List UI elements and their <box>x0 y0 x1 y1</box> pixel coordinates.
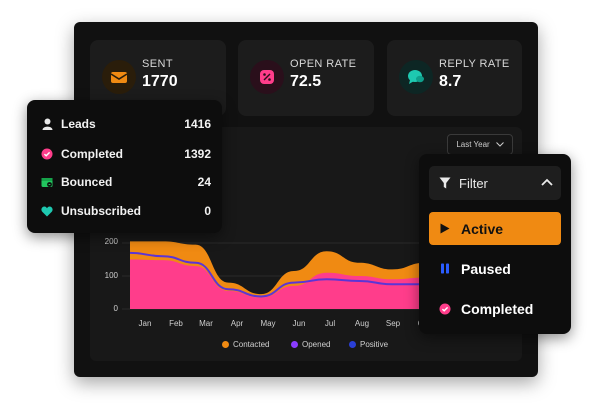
check-circle-icon <box>439 303 451 315</box>
check-circle-icon <box>41 148 53 160</box>
summary-popup: Leads 1416 Completed 1392 Bounced 24 Uns… <box>27 100 222 233</box>
legend-dot <box>291 341 298 348</box>
legend-dot <box>349 341 356 348</box>
summary-label: Completed <box>61 147 124 161</box>
summary-value: 1416 <box>184 117 211 131</box>
x-tick-label: Aug <box>354 319 370 328</box>
filter-option-completed[interactable]: Completed <box>429 292 561 325</box>
stat-card-reply-rate: REPLY RATE 8.7 <box>387 40 522 116</box>
legend-label: Opened <box>302 340 331 349</box>
summary-row-unsubscribed: Unsubscribed 0 <box>41 201 211 221</box>
summary-value: 24 <box>197 175 211 189</box>
x-tick-label: Jun <box>292 319 306 328</box>
stat-card-open-rate: OPEN RATE 72.5 <box>238 40 374 116</box>
heart-icon <box>41 205 53 217</box>
y-tick-label: 0 <box>113 304 118 313</box>
stat-label: REPLY RATE <box>439 58 510 70</box>
bounced-icon <box>41 176 53 188</box>
x-tick-label: Jul <box>324 319 336 328</box>
summary-row-completed: Completed 1392 <box>41 144 211 164</box>
summary-label: Bounced <box>61 175 113 189</box>
x-tick-label: Mar <box>199 319 213 328</box>
chat-bubble-icon <box>399 60 433 94</box>
filter-option-active[interactable]: Active <box>429 212 561 245</box>
line-series-positive <box>129 251 425 298</box>
envelope-icon <box>102 60 136 94</box>
legend-item-opened: Opened <box>291 340 330 349</box>
x-tick-label: Feb <box>169 319 183 328</box>
user-icon <box>41 118 53 130</box>
chevron-down-icon <box>495 142 504 147</box>
legend-item-positive: Positive <box>349 340 388 349</box>
stat-value: 1770 <box>142 73 178 90</box>
summary-row-leads: Leads 1416 <box>41 114 211 134</box>
legend-dot <box>222 341 229 348</box>
legend-label: Contacted <box>233 340 270 349</box>
filter-icon <box>439 177 451 189</box>
stat-label: OPEN RATE <box>290 58 357 70</box>
y-tick-label: 200 <box>104 237 118 246</box>
filter-option-paused[interactable]: Paused <box>429 252 561 285</box>
stat-label: SENT <box>142 58 173 70</box>
percent-icon <box>250 60 284 94</box>
x-tick-label: Apr <box>230 319 244 328</box>
filter-title: Filter <box>459 175 488 191</box>
x-tick-label: Jan <box>138 319 152 328</box>
play-icon <box>439 223 451 235</box>
stat-value: 72.5 <box>290 73 322 90</box>
filter-option-label: Paused <box>461 260 511 277</box>
legend-label: Positive <box>360 340 389 349</box>
pause-icon <box>439 263 451 275</box>
x-tick-label: Sep <box>385 319 401 328</box>
x-tick-label: May <box>260 319 276 328</box>
legend-item-contacted: Contacted <box>222 340 269 349</box>
summary-label: Leads <box>61 117 96 131</box>
summary-row-bounced: Bounced 24 <box>41 172 211 192</box>
summary-value: 0 <box>204 204 211 218</box>
filter-toggle[interactable]: Filter <box>429 166 561 200</box>
chevron-up-icon <box>541 178 553 186</box>
summary-value: 1392 <box>184 147 211 161</box>
y-tick-label: 100 <box>104 271 118 280</box>
stat-value: 8.7 <box>439 73 462 90</box>
summary-label: Unsubscribed <box>61 204 142 218</box>
period-select-value: Last Year <box>456 140 490 149</box>
filter-option-label: Completed <box>461 300 534 317</box>
filter-popup: Filter Active Paused Completed <box>419 154 571 334</box>
filter-option-label: Active <box>461 220 504 237</box>
area-series-opened <box>130 259 425 309</box>
